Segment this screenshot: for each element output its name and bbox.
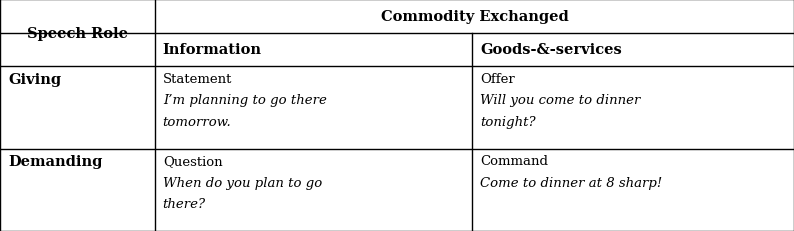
- Text: Demanding: Demanding: [8, 155, 102, 169]
- Text: Information: Information: [163, 43, 262, 57]
- Text: Speech Role: Speech Role: [27, 27, 128, 40]
- Text: Will you come to dinner: Will you come to dinner: [480, 94, 641, 107]
- Text: Come to dinner at 8 sharp!: Come to dinner at 8 sharp!: [480, 176, 663, 189]
- Text: tomorrow.: tomorrow.: [163, 115, 232, 128]
- Text: tonight?: tonight?: [480, 115, 536, 128]
- Text: Goods-&-services: Goods-&-services: [480, 43, 622, 57]
- Text: When do you plan to go: When do you plan to go: [163, 176, 322, 189]
- Text: Statement: Statement: [163, 73, 232, 86]
- Text: there?: there?: [163, 197, 206, 210]
- Text: Commodity Exchanged: Commodity Exchanged: [380, 10, 569, 24]
- Text: I’m planning to go there: I’m planning to go there: [163, 94, 326, 107]
- Text: Question: Question: [163, 155, 222, 168]
- Text: Giving: Giving: [8, 73, 61, 87]
- Text: Offer: Offer: [480, 73, 515, 86]
- Text: Command: Command: [480, 155, 549, 168]
